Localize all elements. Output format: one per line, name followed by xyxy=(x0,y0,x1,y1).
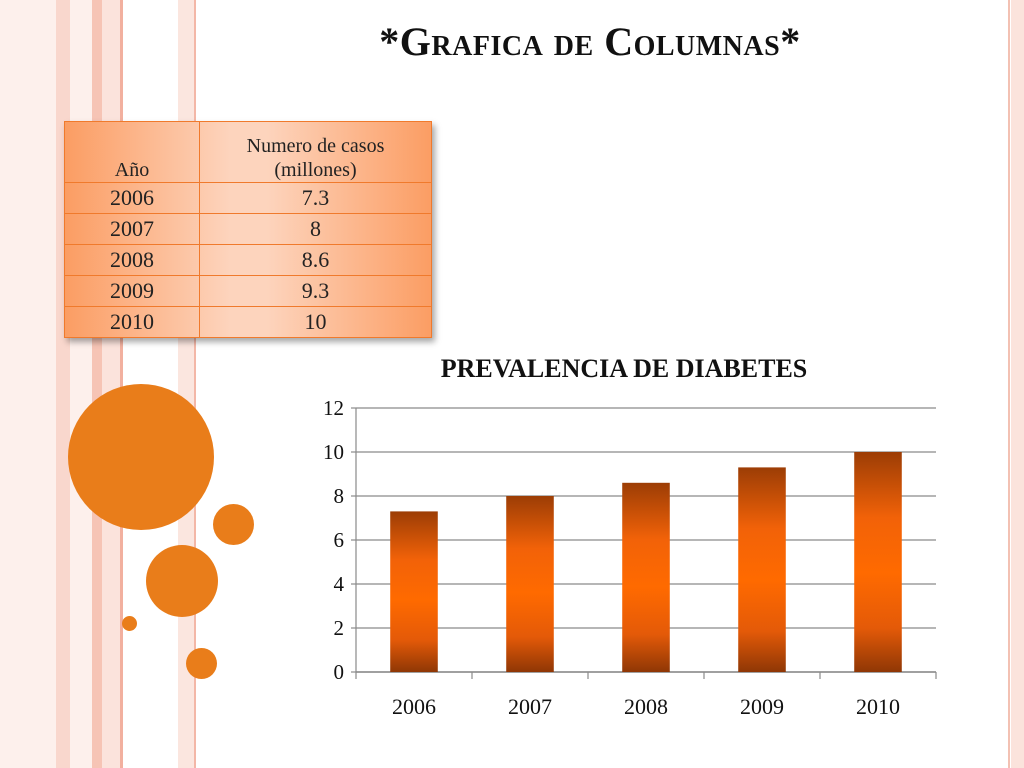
bar xyxy=(738,467,786,672)
data-table: Año Numero de casos (millones) 2006 7.3 20… xyxy=(64,121,432,338)
table-header-cases: Numero de casos (millones) xyxy=(199,121,432,183)
decor-circle-small-1 xyxy=(213,504,254,545)
decor-stripe-6 xyxy=(120,0,123,768)
table-cell-year: 2006 xyxy=(64,182,200,214)
bar xyxy=(506,496,554,672)
column-chart: PREVALENCIA DE DIABETES 0 2 4 6 8 10 12 2006 200… xyxy=(323,354,937,719)
table-cell-year: 2007 xyxy=(64,213,200,245)
decor-stripe-1 xyxy=(0,0,56,768)
table-row: 2006 7.3 xyxy=(64,182,432,214)
table-row: 2009 9.3 xyxy=(64,275,432,307)
table-header-cases-line2: (millones) xyxy=(274,159,357,181)
table-row: 2008 8.6 xyxy=(64,244,432,276)
y-tick-label: 6 xyxy=(334,528,345,552)
table-row: 2010 10 xyxy=(64,306,432,338)
plot-area: 0 2 4 6 8 10 12 2006 2007 2008 2009 2010 xyxy=(323,396,937,719)
y-tick-label: 12 xyxy=(323,396,344,420)
decor-stripe-8 xyxy=(194,0,196,768)
x-tick-label: 2010 xyxy=(856,694,900,719)
table-row: 2007 8 xyxy=(64,213,432,245)
y-tick-label: 2 xyxy=(334,616,345,640)
table-cell-year: 2009 xyxy=(64,275,200,307)
table-header-year: Año xyxy=(64,121,200,183)
table-header-cases-line1: Numero de casos xyxy=(246,135,385,157)
x-tick-label: 2007 xyxy=(508,694,552,719)
bar xyxy=(622,482,670,672)
table-cell-cases: 8.6 xyxy=(199,244,432,276)
table-cell-year: 2008 xyxy=(64,244,200,276)
decor-stripe-4 xyxy=(92,0,102,768)
decor-circle-tiny xyxy=(122,616,137,631)
bar xyxy=(854,452,902,672)
table-cell-year: 2010 xyxy=(64,306,200,338)
decor-stripe-right-line xyxy=(1008,0,1010,768)
y-tick-label: 4 xyxy=(334,572,345,596)
chart-title: PREVALENCIA DE DIABETES xyxy=(441,354,808,383)
y-tick-label: 10 xyxy=(323,440,344,464)
decor-stripe-right xyxy=(1011,0,1024,768)
table-cell-cases: 10 xyxy=(199,306,432,338)
x-tick-label: 2009 xyxy=(740,694,784,719)
table-cell-cases: 9.3 xyxy=(199,275,432,307)
table-header-row: Año Numero de casos (millones) xyxy=(64,121,432,183)
x-tick-label: 2006 xyxy=(392,694,436,719)
table-cell-cases: 8 xyxy=(199,213,432,245)
decor-stripe-2 xyxy=(56,0,70,768)
decor-circle-large xyxy=(68,384,214,530)
decor-circle-small-2 xyxy=(186,648,217,679)
decor-circle-medium xyxy=(146,545,218,617)
table-cell-cases: 7.3 xyxy=(199,182,432,214)
y-tick-label: 8 xyxy=(334,484,345,508)
slide-title: *Grafica de Columnas* xyxy=(379,19,801,64)
x-tick-label: 2008 xyxy=(624,694,668,719)
bar xyxy=(390,511,438,672)
decor-stripe-3 xyxy=(70,0,92,768)
y-tick-label: 0 xyxy=(334,660,345,684)
decor-stripe-5 xyxy=(102,0,120,768)
